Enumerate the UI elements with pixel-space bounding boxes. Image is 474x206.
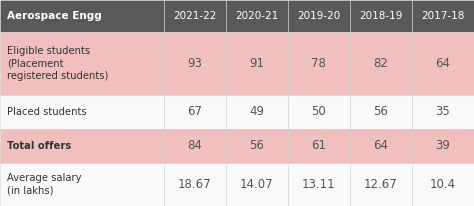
Bar <box>0 129 164 163</box>
Bar <box>350 32 412 95</box>
Bar <box>412 0 474 32</box>
Bar <box>350 0 412 32</box>
Bar <box>0 163 164 206</box>
Bar <box>350 129 412 163</box>
Text: 91: 91 <box>249 57 264 70</box>
Bar <box>164 95 226 129</box>
Bar <box>226 95 288 129</box>
Bar <box>164 32 226 95</box>
Text: Placed students: Placed students <box>7 107 86 117</box>
Text: 56: 56 <box>249 139 264 152</box>
Text: 84: 84 <box>187 139 202 152</box>
Bar <box>226 0 288 32</box>
Text: 64: 64 <box>374 139 388 152</box>
Text: 2021-22: 2021-22 <box>173 11 216 21</box>
Text: 10.4: 10.4 <box>430 178 456 191</box>
Bar <box>0 32 164 95</box>
Bar <box>226 129 288 163</box>
Text: 82: 82 <box>374 57 388 70</box>
Bar <box>412 129 474 163</box>
Text: 49: 49 <box>249 105 264 118</box>
Text: 18.67: 18.67 <box>178 178 211 191</box>
Text: 39: 39 <box>436 139 450 152</box>
Bar <box>412 163 474 206</box>
Text: 2019-20: 2019-20 <box>297 11 340 21</box>
Bar <box>0 0 164 32</box>
Text: Aerospace Engg: Aerospace Engg <box>7 11 101 21</box>
Text: Total offers: Total offers <box>7 141 71 151</box>
Text: 14.07: 14.07 <box>240 178 273 191</box>
Bar <box>350 95 412 129</box>
Bar <box>226 32 288 95</box>
Text: 12.67: 12.67 <box>364 178 398 191</box>
Bar <box>164 0 226 32</box>
Bar <box>412 32 474 95</box>
Text: 2018-19: 2018-19 <box>359 11 402 21</box>
Bar <box>288 0 350 32</box>
Text: 56: 56 <box>374 105 388 118</box>
Bar <box>0 95 164 129</box>
Text: 61: 61 <box>311 139 326 152</box>
Bar <box>288 95 350 129</box>
Bar <box>288 129 350 163</box>
Text: 2020-21: 2020-21 <box>235 11 278 21</box>
Text: Eligible students
(Placement
registered students): Eligible students (Placement registered … <box>7 46 108 81</box>
Text: 78: 78 <box>311 57 326 70</box>
Bar <box>412 95 474 129</box>
Text: 35: 35 <box>436 105 450 118</box>
Bar <box>164 163 226 206</box>
Bar <box>164 129 226 163</box>
Text: 64: 64 <box>436 57 450 70</box>
Bar <box>288 163 350 206</box>
Text: 67: 67 <box>187 105 202 118</box>
Text: Average salary
(in lakhs): Average salary (in lakhs) <box>7 173 81 195</box>
Text: 50: 50 <box>311 105 326 118</box>
Text: 13.11: 13.11 <box>302 178 336 191</box>
Text: 93: 93 <box>187 57 202 70</box>
Bar <box>288 32 350 95</box>
Bar <box>226 163 288 206</box>
Bar <box>350 163 412 206</box>
Text: 2017-18: 2017-18 <box>421 11 465 21</box>
